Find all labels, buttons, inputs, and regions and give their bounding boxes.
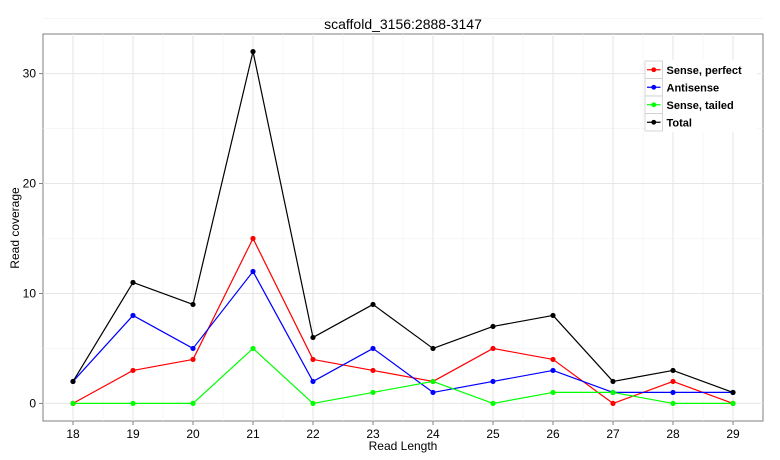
data-point-total (70, 378, 76, 385)
data-point-sense-perfect (370, 367, 376, 374)
data-point-sense-tailed (730, 400, 736, 407)
x-tick-label: 28 (666, 427, 680, 441)
data-point-total (490, 323, 496, 330)
x-tick-label: 29 (726, 427, 740, 441)
legend-key-point-antisense (651, 84, 657, 90)
y-axis-title: Read coverage (8, 187, 22, 269)
data-point-total (730, 389, 736, 396)
grid-minor (43, 18, 763, 421)
data-point-sense-tailed (490, 400, 496, 407)
data-point-sense-perfect (310, 356, 316, 363)
x-axis: 18 19 20 21 22 23 24 25 26 27 28 29 (66, 421, 740, 441)
data-point-sense-tailed (190, 400, 196, 407)
data-point-sense-tailed (70, 400, 76, 407)
grid-major (43, 34, 763, 421)
data-point-total (670, 367, 676, 374)
data-point-total (610, 378, 616, 385)
legend-label-sense-tailed: Sense, tailed (667, 100, 734, 112)
data-point-antisense (250, 268, 256, 275)
data-point-antisense (130, 312, 136, 319)
x-tick-label: 27 (606, 427, 620, 441)
legend-key-point-total (651, 119, 657, 125)
x-tick-label: 23 (366, 427, 380, 441)
x-tick-label: 22 (306, 427, 320, 441)
data-point-antisense (550, 367, 556, 374)
y-tick-label: 20 (23, 177, 37, 191)
legend-label-antisense: Antisense (667, 82, 720, 94)
y-tick-label: 30 (23, 67, 37, 81)
data-point-antisense (670, 389, 676, 396)
y-tick-label: 0 (29, 396, 36, 410)
legend-key-point-sense-perfect (651, 67, 657, 73)
x-tick-label: 24 (426, 427, 440, 441)
data-point-sense-tailed (610, 389, 616, 396)
data-point-total (370, 301, 376, 308)
data-point-antisense (370, 345, 376, 352)
x-tick-label: 20 (186, 427, 200, 441)
data-point-total (250, 48, 256, 55)
data-point-antisense (430, 389, 436, 396)
series-points (70, 48, 736, 407)
series-line-total (72, 50, 734, 393)
legend-key-point-sense-tailed (651, 102, 657, 108)
data-point-sense-perfect (130, 367, 136, 374)
legend-label-sense-perfect: Sense, perfect (667, 65, 743, 77)
x-tick-label: 21 (246, 427, 260, 441)
data-point-total (310, 334, 316, 341)
x-tick-label: 25 (486, 427, 500, 441)
data-point-antisense (190, 345, 196, 352)
data-point-total (550, 312, 556, 319)
y-tick-label: 10 (23, 286, 37, 300)
legend: Sense, perfect Antisense Sense, tailed Tota… (644, 60, 757, 132)
data-point-sense-tailed (310, 400, 316, 407)
x-tick-label: 19 (126, 427, 140, 441)
data-point-sense-tailed (130, 400, 136, 407)
data-point-sense-perfect (550, 356, 556, 363)
data-point-sense-perfect (670, 378, 676, 385)
data-point-sense-tailed (550, 389, 556, 396)
legend-label-total: Total (667, 117, 692, 129)
series-line-sense-perfect (72, 237, 734, 405)
legend-box (645, 60, 757, 132)
x-tick-label: 26 (546, 427, 560, 441)
data-point-sense-perfect (610, 400, 616, 407)
data-point-antisense (490, 378, 496, 385)
chart-title: scaffold_3156:2888-3147 (324, 16, 482, 32)
x-tick-label: 18 (66, 427, 80, 441)
data-point-total (430, 345, 436, 352)
data-point-total (130, 279, 136, 286)
data-point-sense-tailed (370, 389, 376, 396)
data-point-sense-perfect (490, 345, 496, 352)
series-line-sense-tailed (73, 347, 733, 405)
data-point-sense-tailed (430, 378, 436, 385)
x-axis-title: Read Length (369, 439, 438, 453)
data-point-antisense (310, 378, 316, 385)
data-point-sense-perfect (250, 235, 256, 242)
data-point-sense-perfect (190, 356, 196, 363)
series-line-antisense (72, 270, 733, 394)
y-axis: 0 10 20 30 (23, 67, 43, 410)
data-point-sense-tailed (670, 400, 676, 407)
data-point-total (190, 301, 196, 308)
data-point-sense-tailed (250, 345, 256, 352)
series-lines (72, 50, 734, 405)
